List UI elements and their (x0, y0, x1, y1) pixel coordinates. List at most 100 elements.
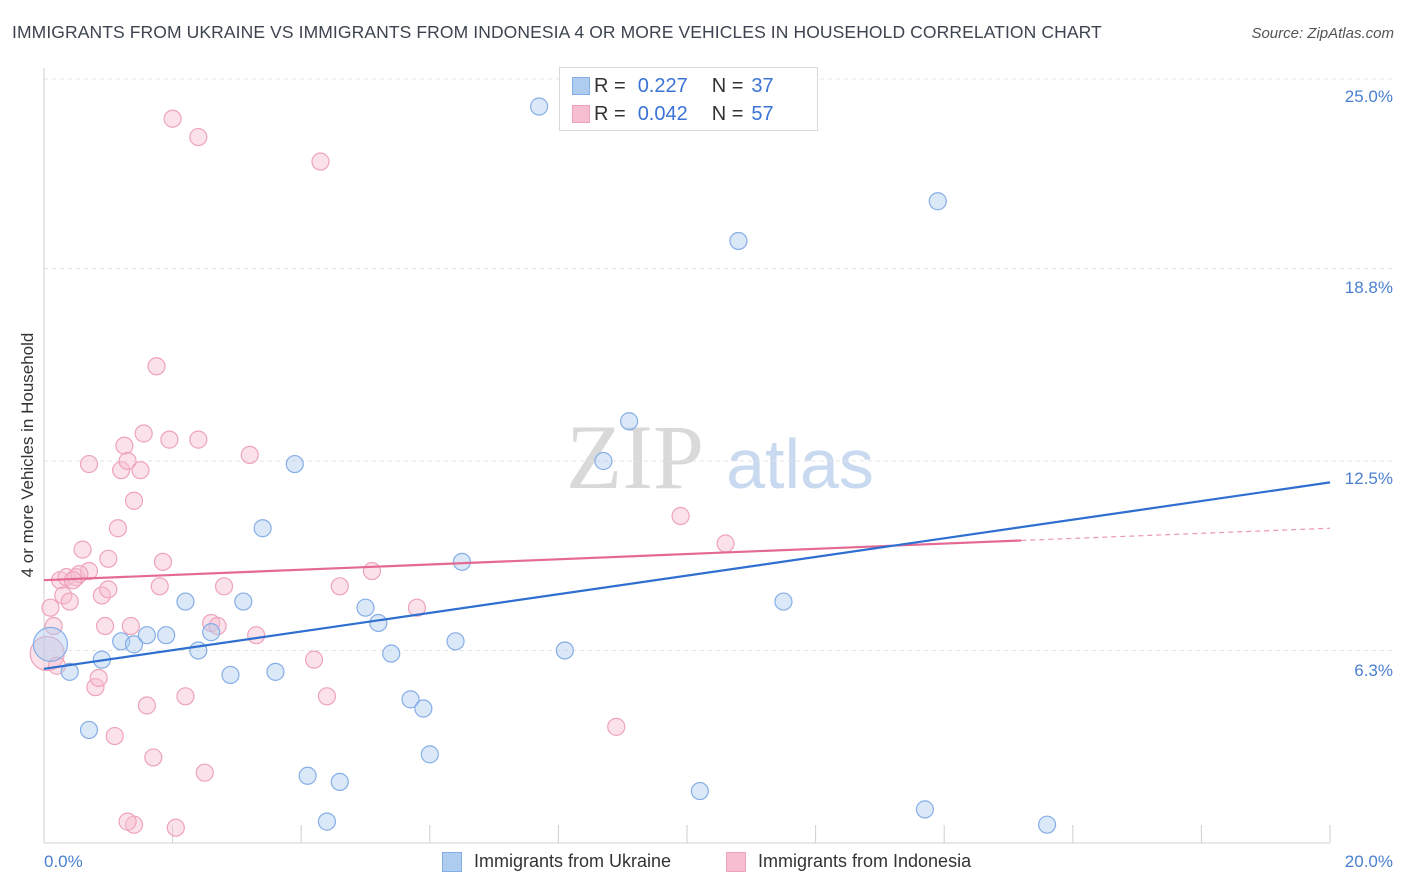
ukraine-point (157, 626, 176, 645)
indonesia-point (134, 424, 153, 443)
legend-r-label: R = (594, 74, 626, 97)
y-tick-label: 12.5% (1344, 469, 1393, 488)
indonesia-point (121, 616, 140, 636)
indonesia-point (304, 650, 324, 669)
indonesia-point (137, 696, 156, 715)
ukraine-point (401, 690, 420, 709)
indonesia-point (105, 726, 124, 746)
ukraine-point (356, 598, 375, 617)
indonesia-point (89, 668, 108, 688)
indonesia-point (317, 687, 337, 706)
ukraine-point (234, 592, 253, 611)
indonesia-point (41, 598, 60, 617)
chart-title: IMMIGRANTS FROM UKRAINE VS IMMIGRANTS FR… (12, 22, 1102, 42)
legend-r-value: 0.042 (637, 102, 688, 125)
bottom-legend-indonesia: Immigrants from Indonesia (726, 851, 971, 872)
indonesia-point (115, 436, 134, 455)
indonesia-point (153, 552, 173, 571)
ukraine-point (690, 781, 709, 801)
ukraine-point (530, 97, 549, 116)
x-tick-label: 0.0% (44, 852, 83, 871)
ukraine-point (298, 766, 317, 785)
indonesia-point (60, 592, 79, 611)
indonesia-point (99, 580, 118, 599)
ukraine-point (774, 592, 793, 611)
indonesia-point (144, 748, 163, 767)
bottom-legend-ukraine: Immigrants from Ukraine (442, 851, 671, 872)
y-axis-label: 4 or more Vehicles in Household (18, 332, 37, 578)
watermark-atlas: atlas (726, 425, 874, 503)
ukraine-point (317, 812, 337, 831)
indonesia-point (131, 461, 150, 480)
indonesia-point (99, 549, 118, 568)
ukraine-point (594, 451, 613, 471)
ukraine-point (32, 626, 69, 662)
ukraine-point (137, 626, 156, 645)
indonesia-point (362, 561, 382, 581)
ukraine-point (729, 231, 748, 251)
ukraine-point (221, 665, 240, 685)
ukraine-point (382, 644, 401, 663)
indonesia-point (112, 461, 131, 480)
indonesia-point (311, 152, 330, 171)
indonesia-point (176, 687, 195, 706)
indonesia-point (195, 763, 214, 782)
legend-swatch-ukraine (442, 851, 462, 872)
ukraine-point (124, 635, 144, 654)
ukraine-point (414, 699, 433, 718)
ukraine-point (369, 613, 388, 633)
indonesia-point (240, 445, 259, 464)
source-label: Source: ZipAtlas.com (1251, 25, 1394, 42)
y-tick-label: 25.0% (1344, 87, 1393, 106)
ukraine-trend-line (43, 481, 1331, 670)
ukraine-point (330, 772, 349, 791)
ukraine-point (202, 623, 221, 642)
y-tick-label: 18.8% (1344, 278, 1393, 297)
indonesia-point (407, 598, 427, 617)
ukraine-point (60, 662, 79, 681)
legend-swatch-indonesia (572, 105, 590, 123)
ukraine-point (253, 519, 272, 538)
ukraine-point (555, 641, 574, 660)
ukraine-point (446, 632, 465, 651)
indonesia-point (118, 812, 137, 831)
legend-n-label: N = (711, 74, 744, 97)
indonesia-point (73, 540, 92, 559)
ukraine-point (420, 745, 439, 764)
indonesia-point (150, 577, 169, 596)
y-tick-label: 6.3% (1354, 661, 1393, 680)
indonesia-point (214, 577, 234, 596)
indonesia-point (95, 616, 115, 636)
ukraine-point (176, 592, 195, 611)
indonesia-point (118, 451, 137, 471)
indonesia-point (44, 616, 63, 636)
indonesia-point (607, 717, 626, 736)
x-tick-label: 20.0% (1344, 852, 1393, 871)
ukraine-point (928, 192, 947, 211)
legend-row-indonesia: R = 0.042 N = 57 (572, 101, 774, 127)
legend-r-value: 0.227 (637, 74, 688, 97)
legend-swatch-ukraine (572, 77, 590, 95)
ukraine-point (79, 720, 99, 740)
legend-r-label: R = (594, 102, 626, 125)
legend-swatch-indonesia (726, 851, 746, 872)
indonesia-point (716, 534, 735, 553)
indonesia-trend-extension (1021, 527, 1331, 542)
ukraine-point (620, 412, 639, 431)
watermark-zip: ZIP (566, 406, 704, 508)
indonesia-point (163, 109, 182, 128)
legend-label-ukraine: Immigrants from Ukraine (474, 851, 672, 871)
ukraine-point (266, 662, 285, 681)
indonesia-point (79, 454, 99, 474)
indonesia-point (147, 357, 166, 376)
indonesia-point (108, 519, 128, 538)
indonesia-point (189, 430, 208, 449)
indonesia-point (330, 577, 349, 596)
indonesia-point (189, 127, 208, 147)
indonesia-point (247, 626, 266, 645)
ukraine-point (452, 552, 472, 571)
ukraine-point (915, 800, 935, 819)
legend: R = 0.227 N = 37 R = 0.042 N = 57 (559, 67, 818, 131)
ukraine-point (1037, 815, 1057, 834)
